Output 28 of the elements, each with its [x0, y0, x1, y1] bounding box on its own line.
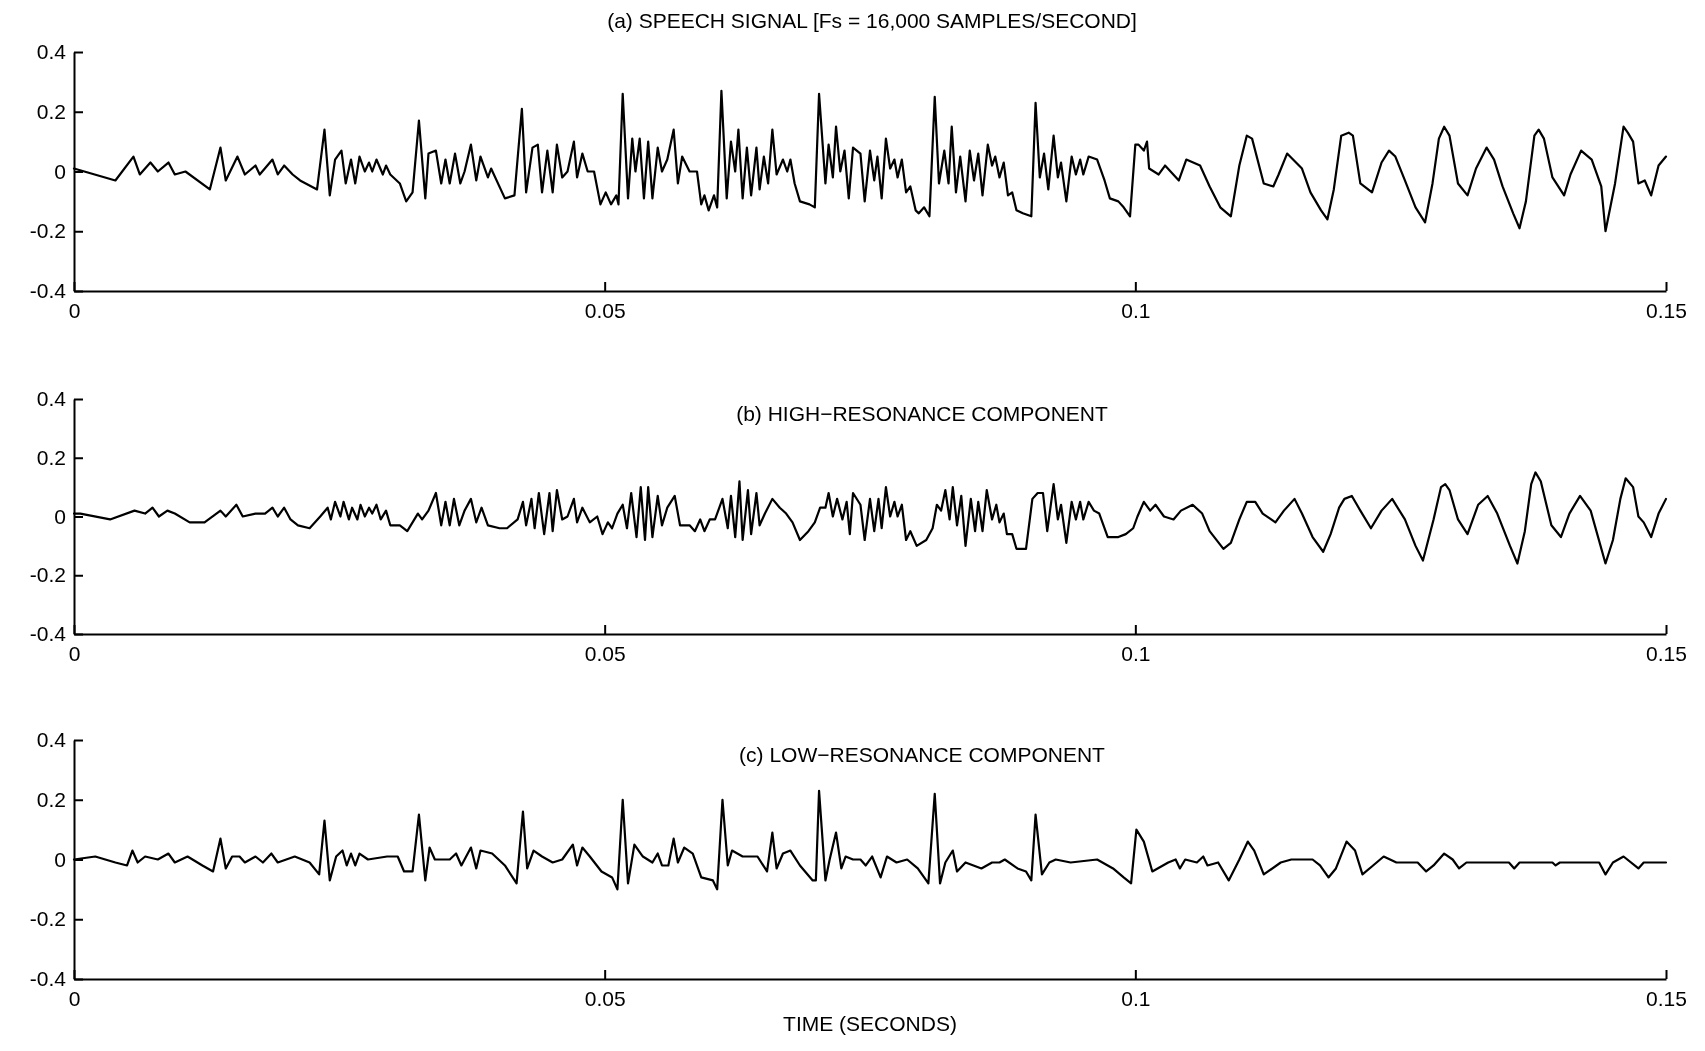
x-tick-label: 0.05 [584, 298, 626, 322]
chart-title: (b) HIGH−RESONANCE COMPONENT [736, 402, 1108, 425]
x-tick-label: 0.1 [1121, 641, 1151, 665]
y-tick-label: 0.2 [36, 99, 66, 123]
y-tick-label: -0.2 [29, 563, 66, 587]
x-tick-label: 0.15 [1646, 641, 1687, 665]
chart-title: (c) LOW−RESONANCE COMPONENT [739, 743, 1106, 766]
x-axis-title: TIME (SECONDS) [783, 1012, 957, 1035]
x-tick-label: 0.15 [1646, 986, 1687, 1010]
x-tick-label: 0.05 [584, 641, 626, 665]
x-tick-label: 0.1 [1121, 298, 1151, 322]
y-tick-label: -0.4 [29, 967, 67, 991]
y-tick-label: -0.2 [29, 219, 66, 243]
y-tick-label: 0.2 [36, 445, 66, 469]
y-tick-label: -0.2 [29, 907, 66, 931]
y-tick-label: 0.4 [36, 728, 67, 752]
y-tick-label: 0 [54, 847, 66, 871]
x-tick-label: 0.05 [584, 986, 626, 1010]
y-tick-label: 0.2 [36, 787, 66, 811]
y-tick-label: 0.4 [36, 40, 67, 64]
y-tick-label: 0.4 [36, 387, 67, 411]
y-tick-label: -0.4 [29, 622, 67, 646]
y-tick-label: -0.4 [29, 279, 67, 303]
x-tick-label: 0.1 [1121, 986, 1151, 1010]
x-tick-label: 0.15 [1646, 298, 1687, 322]
y-tick-label: 0 [54, 504, 66, 528]
chart-title: (a) SPEECH SIGNAL [Fs = 16,000 SAMPLES/SECOND] [607, 9, 1137, 32]
y-tick-label: 0 [54, 159, 66, 183]
